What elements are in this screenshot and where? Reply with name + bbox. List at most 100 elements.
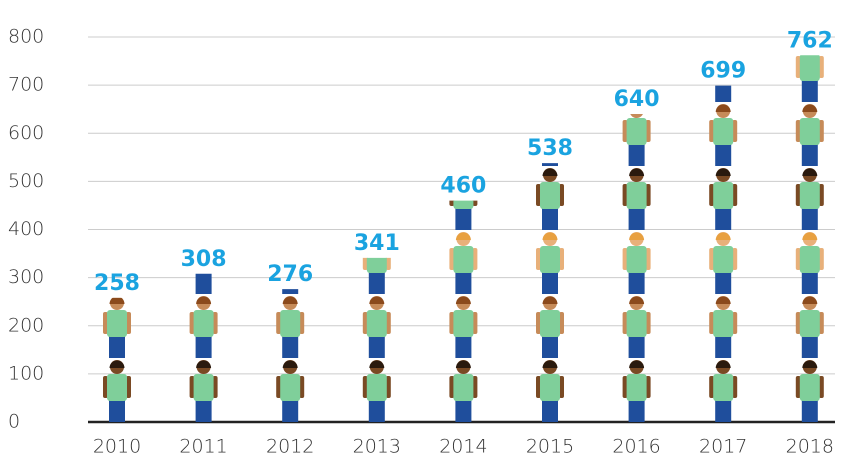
icon-shirt bbox=[107, 310, 127, 337]
value-label: 699 bbox=[700, 59, 746, 84]
icon-shirt bbox=[280, 374, 301, 401]
icon-hair bbox=[283, 233, 298, 241]
icon-arm bbox=[732, 376, 738, 398]
icon-arm bbox=[362, 376, 368, 398]
icon-legs bbox=[109, 400, 125, 422]
icon-arm bbox=[645, 184, 651, 206]
icon-arm bbox=[795, 312, 801, 334]
icon-arm bbox=[276, 376, 282, 398]
x-tick-label: 2012 bbox=[266, 436, 314, 458]
icon-legs bbox=[455, 208, 472, 230]
icon-legs bbox=[801, 400, 818, 422]
icon-legs bbox=[542, 272, 558, 294]
icon-legs bbox=[628, 208, 645, 230]
y-tick-label: 300 bbox=[8, 266, 44, 288]
icon-arm bbox=[212, 312, 218, 334]
icon-hair bbox=[542, 296, 558, 304]
icon-arm bbox=[732, 248, 738, 270]
icon-arm bbox=[622, 184, 628, 206]
icon-arm bbox=[276, 312, 282, 334]
icon-legs bbox=[715, 85, 732, 102]
icon-arm bbox=[472, 376, 478, 398]
icon-legs bbox=[801, 144, 818, 166]
icon-hair bbox=[543, 105, 558, 112]
pictogram-column bbox=[536, 104, 564, 422]
icon-hair bbox=[455, 296, 471, 304]
pictogram-column bbox=[362, 257, 391, 422]
icon-shirt bbox=[799, 310, 820, 337]
icon-hair bbox=[455, 232, 471, 240]
icon-arm bbox=[732, 184, 738, 206]
icon-arm bbox=[559, 248, 564, 270]
y-tick-label: 100 bbox=[8, 362, 44, 384]
icon-legs bbox=[368, 400, 385, 422]
icon-shirt bbox=[453, 310, 474, 337]
icon-hair bbox=[715, 232, 731, 240]
icon-hair bbox=[629, 168, 645, 176]
x-tick-label: 2018 bbox=[786, 436, 834, 458]
icon-hair bbox=[196, 360, 212, 368]
icon-arm bbox=[645, 312, 651, 334]
icon-hair bbox=[109, 360, 125, 368]
icon-arm bbox=[818, 56, 824, 78]
icon-hair bbox=[715, 360, 731, 368]
icon-arm bbox=[536, 376, 541, 398]
icon-legs bbox=[801, 80, 818, 102]
icon-legs bbox=[801, 336, 818, 358]
icon-arm bbox=[645, 248, 651, 270]
icon-legs bbox=[195, 336, 212, 358]
icon-shirt bbox=[540, 310, 560, 337]
icon-legs bbox=[628, 400, 645, 422]
icon-shirt bbox=[626, 182, 647, 209]
icon-hair bbox=[802, 296, 818, 304]
icon-shirt bbox=[713, 246, 734, 273]
icon-legs bbox=[282, 400, 299, 422]
icon-legs bbox=[542, 208, 558, 230]
icon-arm bbox=[818, 312, 824, 334]
icon-hair bbox=[802, 360, 818, 368]
icon-arm bbox=[818, 184, 824, 206]
icon-legs bbox=[628, 272, 645, 294]
icon-legs bbox=[455, 272, 472, 294]
icon-head bbox=[543, 104, 557, 118]
icon-legs bbox=[715, 144, 732, 166]
icon-legs bbox=[715, 272, 732, 294]
icon-arm bbox=[472, 312, 478, 334]
icon-arm bbox=[449, 200, 455, 206]
icon-hair bbox=[542, 168, 558, 176]
icon-shirt bbox=[453, 246, 474, 273]
pictogram-column bbox=[795, 55, 824, 422]
icon-shirt bbox=[713, 182, 734, 209]
icon-hair bbox=[629, 360, 645, 368]
icon-hair bbox=[715, 296, 731, 304]
icon-arm bbox=[795, 248, 801, 270]
icon-hair bbox=[715, 168, 731, 176]
icon-shirt bbox=[799, 182, 820, 209]
icon-shirt bbox=[626, 246, 647, 273]
icon-shirt bbox=[713, 310, 734, 337]
y-tick-label: 200 bbox=[8, 314, 44, 336]
icon-shirt bbox=[713, 118, 734, 145]
icon-arm bbox=[795, 120, 801, 142]
icon-arm bbox=[709, 248, 715, 270]
pictogram-column bbox=[189, 273, 218, 422]
icon-arm bbox=[795, 184, 801, 206]
icon-shirt bbox=[540, 374, 560, 401]
icon-arm bbox=[299, 376, 305, 398]
icon-arm bbox=[472, 248, 478, 270]
x-tick-label: 2011 bbox=[179, 436, 227, 458]
icon-arm bbox=[622, 248, 628, 270]
icon-arm bbox=[732, 120, 738, 142]
x-tick-label: 2010 bbox=[93, 436, 141, 458]
icon-shirt bbox=[799, 246, 820, 273]
icon-arm bbox=[622, 312, 628, 334]
x-tick-label: 2016 bbox=[612, 436, 660, 458]
icon-arm bbox=[559, 184, 564, 206]
icon-hair bbox=[282, 360, 298, 368]
icon-legs bbox=[282, 336, 299, 358]
icon-arm bbox=[212, 376, 218, 398]
icon-arm bbox=[385, 312, 391, 334]
y-tick-label: 800 bbox=[8, 26, 44, 48]
icon-legs bbox=[282, 289, 299, 294]
icon-legs bbox=[195, 273, 212, 294]
